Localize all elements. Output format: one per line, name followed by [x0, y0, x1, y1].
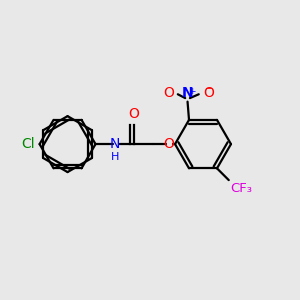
Text: O: O — [163, 86, 174, 100]
Text: O: O — [203, 86, 214, 100]
Text: −: − — [205, 84, 213, 94]
Text: N: N — [182, 86, 194, 100]
Text: O: O — [128, 107, 139, 122]
Text: +: + — [188, 87, 196, 96]
Text: H: H — [110, 152, 119, 162]
Text: Cl: Cl — [22, 137, 35, 151]
Text: N: N — [110, 137, 120, 151]
Text: CF₃: CF₃ — [230, 182, 252, 195]
Text: O: O — [164, 137, 175, 151]
